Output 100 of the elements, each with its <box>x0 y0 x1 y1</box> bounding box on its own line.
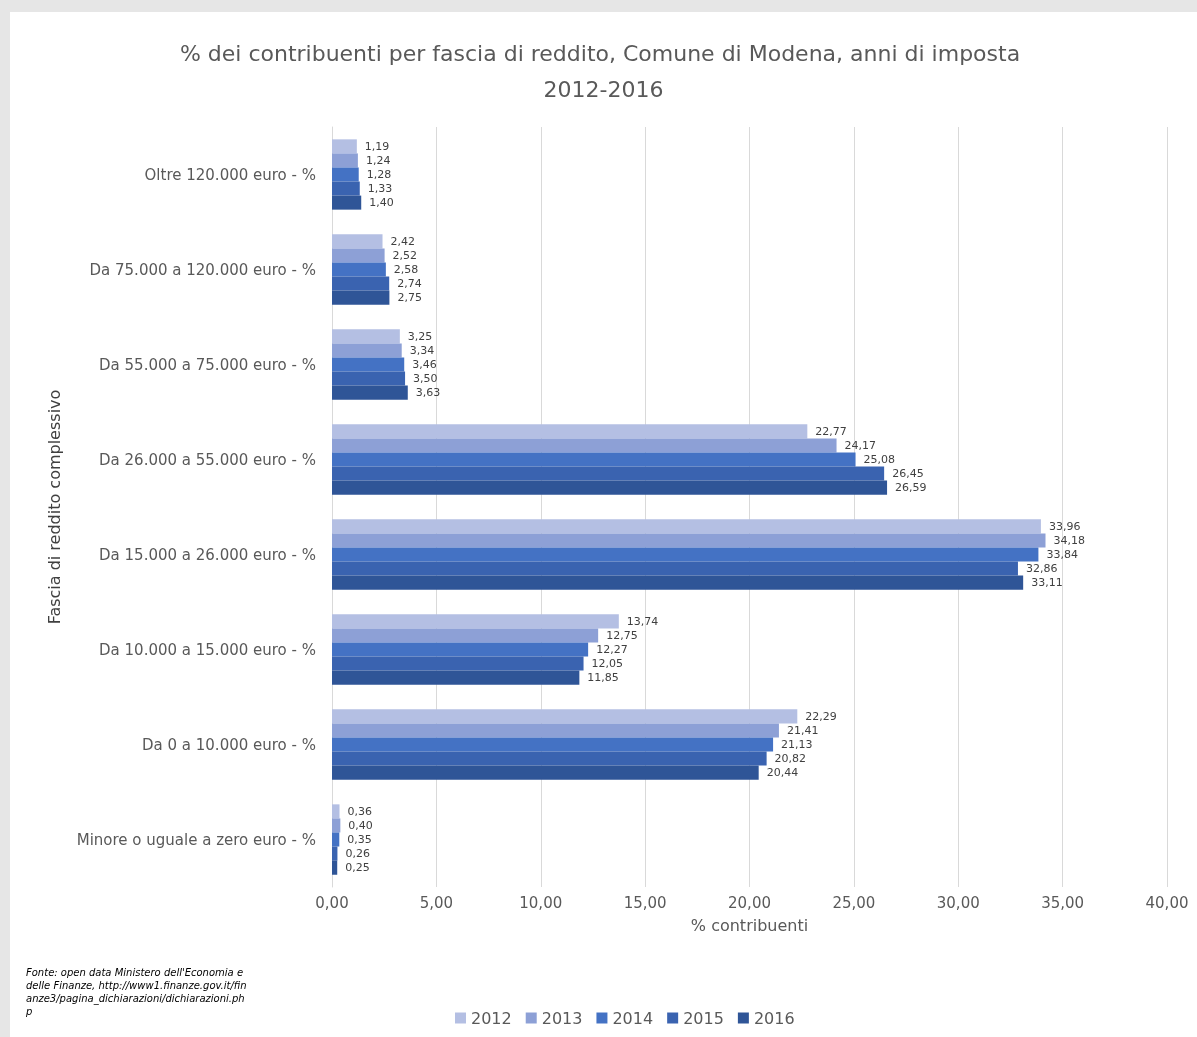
bar <box>332 765 759 780</box>
y-tick-label: Oltre 120.000 euro - % <box>144 165 316 184</box>
bar <box>332 804 340 819</box>
data-label: 20,82 <box>774 752 807 766</box>
x-tick-label: 35,00 <box>1041 893 1085 912</box>
legend-label: 2015 <box>683 1008 724 1028</box>
x-tick-label: 15,00 <box>623 893 667 912</box>
data-label: 2,74 <box>397 277 422 291</box>
bar <box>332 262 386 277</box>
data-label: 0,26 <box>345 847 370 861</box>
x-axis-title: % contribuenti <box>690 915 809 935</box>
x-tick-label: 30,00 <box>936 893 980 912</box>
legend-label: 2013 <box>541 1008 583 1028</box>
data-label: 33,84 <box>1046 548 1078 561</box>
bar <box>332 832 340 847</box>
bar <box>332 670 580 685</box>
bar <box>332 343 402 358</box>
data-label: 12,75 <box>606 628 638 642</box>
y-axis-title: Fascia di reddito complessivo <box>44 389 64 625</box>
data-label: 2,42 <box>390 234 416 248</box>
legend-label: 2014 <box>612 1008 654 1028</box>
bar <box>332 424 808 439</box>
data-label: 1,40 <box>369 196 394 210</box>
data-label: 26,59 <box>895 481 927 495</box>
bar <box>332 371 406 386</box>
bar <box>332 466 885 481</box>
data-label: 0,36 <box>347 804 373 818</box>
bar <box>332 614 619 629</box>
bar <box>332 860 338 875</box>
data-label: 25,08 <box>863 453 896 466</box>
data-label: 0,35 <box>347 833 372 846</box>
bar <box>332 329 400 344</box>
bar <box>332 737 774 752</box>
bar <box>332 153 358 168</box>
bar <box>332 276 390 291</box>
legend-label: 2016 <box>753 1008 795 1028</box>
data-label: 1,19 <box>364 139 390 153</box>
data-label: 3,46 <box>412 358 437 371</box>
bar <box>332 561 1018 576</box>
bar <box>332 234 383 249</box>
data-label: 3,50 <box>413 372 438 386</box>
data-label: 1,33 <box>367 182 393 196</box>
data-label: 22,77 <box>815 424 847 438</box>
data-label: 24,17 <box>844 438 877 452</box>
data-label: 21,41 <box>786 723 819 737</box>
bar <box>332 357 405 372</box>
bar <box>332 181 360 196</box>
data-label: 21,13 <box>781 738 813 751</box>
bar <box>332 519 1041 534</box>
x-tick-label: 20,00 <box>728 893 771 912</box>
bar <box>332 139 357 154</box>
data-label: 3,63 <box>415 386 441 400</box>
y-tick-label: Minore o uguale a zero euro - % <box>76 830 316 849</box>
y-tick-label: Da 15.000 a 26.000 euro - % <box>99 545 316 564</box>
chart-title: % dei contribuenti per fascia di reddito, Comune di Modena, anni di imposta 2012-2016 <box>179 40 1028 102</box>
bar <box>332 628 599 643</box>
data-label: 2,58 <box>393 263 419 276</box>
data-label: 3,34 <box>409 343 435 357</box>
bar <box>332 575 1024 590</box>
bar <box>332 656 584 671</box>
bar <box>332 385 408 400</box>
data-label: 13,74 <box>626 614 659 628</box>
y-tick-label: Da 55.000 a 75.000 euro - % <box>99 355 316 374</box>
data-label: 1,28 <box>366 168 392 181</box>
bar <box>332 723 779 738</box>
bar <box>332 846 338 861</box>
y-tick-label: Da 26.000 a 55.000 euro - % <box>99 450 316 469</box>
data-label: 2,52 <box>392 248 418 262</box>
x-tick-label: 25,00 <box>832 893 876 912</box>
y-tick-label: Da 10.000 a 15.000 euro - % <box>99 640 316 659</box>
legend-label: 2012 <box>471 1008 512 1028</box>
data-label: 26,45 <box>892 467 924 481</box>
bar <box>332 709 798 724</box>
data-label: 1,24 <box>365 153 391 167</box>
x-tick-label: 10,00 <box>519 893 563 912</box>
bar <box>332 290 390 305</box>
bar <box>332 818 341 833</box>
bar <box>332 547 1039 562</box>
bar <box>332 452 856 467</box>
bar <box>332 167 359 182</box>
x-tick-label: 40,00 <box>1145 893 1189 912</box>
bar <box>332 642 589 657</box>
bar <box>332 480 888 495</box>
data-label: 12,27 <box>596 643 628 656</box>
data-label: 2,75 <box>397 291 422 305</box>
bar <box>332 438 837 453</box>
source-note: Fonte: open data Ministero dell'Economia e delle Finanze, http://www1.finanze.gov.it/finanze3/pagina_dichiarazioni/dichiarazioni.php <box>26 966 248 1018</box>
data-label: 33,96 <box>1048 519 1081 533</box>
data-label: 0,25 <box>345 861 370 875</box>
bar <box>332 195 362 210</box>
data-label: 32,86 <box>1025 562 1058 576</box>
data-label: 34,18 <box>1053 533 1086 547</box>
data-label: 22,29 <box>805 709 837 723</box>
data-label: 12,05 <box>591 657 624 671</box>
y-tick-label: Da 0 a 10.000 euro - % <box>142 735 316 754</box>
x-tick-label: 5,00 <box>419 893 454 912</box>
data-label: 3,25 <box>407 329 433 343</box>
y-tick-label: Da 75.000 a 120.000 euro - % <box>89 260 316 279</box>
bar <box>332 751 767 766</box>
data-label: 33,11 <box>1031 576 1063 590</box>
